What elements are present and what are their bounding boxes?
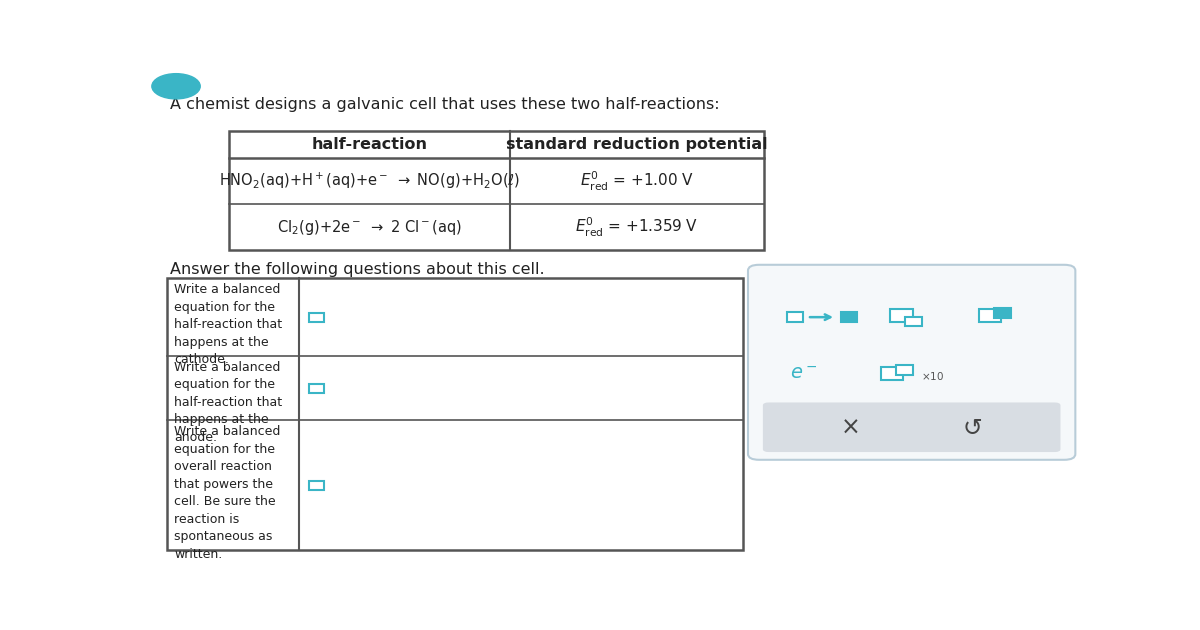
Bar <box>979 309 1001 322</box>
Bar <box>229 132 763 250</box>
Text: ×: × <box>841 416 860 440</box>
Text: Answer the following questions about this cell.: Answer the following questions about thi… <box>170 262 545 277</box>
Text: $e^-$: $e^-$ <box>790 364 817 382</box>
Bar <box>896 365 913 375</box>
Bar <box>881 367 904 380</box>
Text: ↺: ↺ <box>962 416 983 440</box>
Text: $\times$10: $\times$10 <box>922 370 944 382</box>
Circle shape <box>152 74 200 99</box>
Bar <box>308 481 324 490</box>
FancyBboxPatch shape <box>748 265 1075 460</box>
Bar <box>167 278 743 550</box>
Bar <box>308 384 324 392</box>
Text: Write a balanced
equation for the
half-reaction that
happens at the
anode.: Write a balanced equation for the half-r… <box>174 360 282 444</box>
Text: A chemist designs a galvanic cell that uses these two half-reactions:: A chemist designs a galvanic cell that u… <box>170 98 720 112</box>
Text: Write a balanced
equation for the
half-reaction that
happens at the
cathode.: Write a balanced equation for the half-r… <box>174 284 282 366</box>
Text: HNO$_2$(aq)+H$^+$(aq)+e$^-$ $\rightarrow$ NO(g)+H$_2$O($\ell$): HNO$_2$(aq)+H$^+$(aq)+e$^-$ $\rightarrow… <box>218 171 520 192</box>
Bar <box>890 309 913 322</box>
Bar <box>308 313 324 322</box>
Text: standard reduction potential: standard reduction potential <box>506 137 768 152</box>
Text: half-reaction: half-reaction <box>312 137 427 152</box>
Text: $E^0_{\rm red}$ = +1.00 V: $E^0_{\rm red}$ = +1.00 V <box>580 169 694 193</box>
FancyBboxPatch shape <box>763 403 1061 452</box>
Text: Cl$_2$(g)+2e$^-$ $\rightarrow$ 2 Cl$^-$(aq): Cl$_2$(g)+2e$^-$ $\rightarrow$ 2 Cl$^-$(… <box>277 218 462 237</box>
Bar <box>906 317 923 326</box>
Text: $E^0_{\rm red}$ = +1.359 V: $E^0_{\rm red}$ = +1.359 V <box>575 215 698 239</box>
Bar <box>840 312 857 322</box>
Bar <box>787 312 803 322</box>
Text: Write a balanced
equation for the
overall reaction
that powers the
cell. Be sure: Write a balanced equation for the overal… <box>174 425 281 561</box>
Bar <box>994 308 1010 318</box>
